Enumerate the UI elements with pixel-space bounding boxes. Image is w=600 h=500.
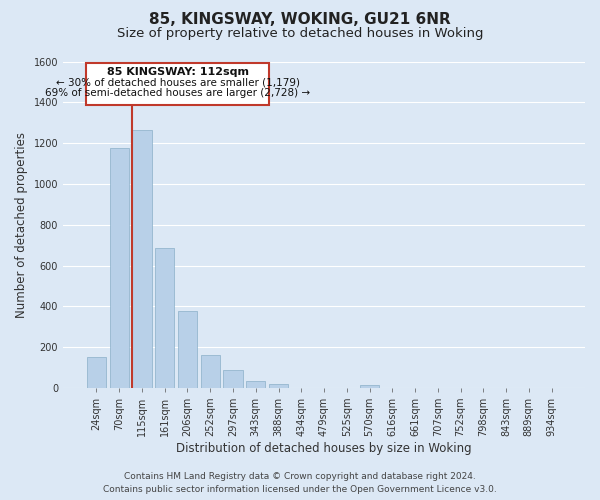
Bar <box>87 358 106 388</box>
Bar <box>155 248 175 388</box>
Bar <box>86 62 269 106</box>
Text: 69% of semi-detached houses are larger (2,728) →: 69% of semi-detached houses are larger (… <box>45 88 310 98</box>
Bar <box>200 356 220 388</box>
Bar <box>223 370 242 388</box>
Text: Size of property relative to detached houses in Woking: Size of property relative to detached ho… <box>117 28 483 40</box>
Y-axis label: Number of detached properties: Number of detached properties <box>15 132 28 318</box>
Text: 85, KINGSWAY, WOKING, GU21 6NR: 85, KINGSWAY, WOKING, GU21 6NR <box>149 12 451 28</box>
Bar <box>132 130 152 388</box>
Text: Contains HM Land Registry data © Crown copyright and database right 2024.
Contai: Contains HM Land Registry data © Crown c… <box>103 472 497 494</box>
Text: 85 KINGSWAY: 112sqm: 85 KINGSWAY: 112sqm <box>107 66 249 76</box>
Bar <box>246 381 265 388</box>
Bar <box>360 385 379 388</box>
X-axis label: Distribution of detached houses by size in Woking: Distribution of detached houses by size … <box>176 442 472 455</box>
Bar <box>269 384 288 388</box>
Bar <box>178 312 197 388</box>
Text: ← 30% of detached houses are smaller (1,179): ← 30% of detached houses are smaller (1,… <box>56 78 300 88</box>
Bar <box>110 148 129 388</box>
